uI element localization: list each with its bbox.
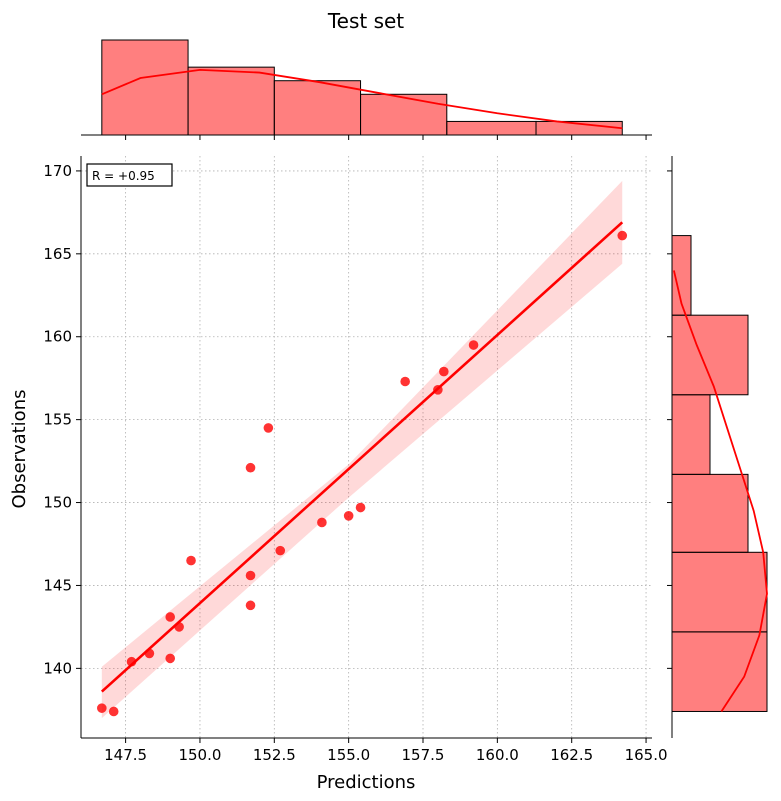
correlation-annotation-box bbox=[86, 163, 173, 187]
data-point bbox=[468, 340, 479, 350]
data-point bbox=[126, 656, 137, 667]
x-axis-label: Predictions bbox=[317, 772, 416, 793]
y-tick-label: 140 bbox=[43, 659, 72, 677]
data-point bbox=[275, 545, 286, 556]
data-point bbox=[617, 230, 628, 241]
y-tick-label: 145 bbox=[43, 576, 72, 594]
y-tick-label: 165 bbox=[43, 245, 72, 263]
y-tick-label: 155 bbox=[43, 411, 72, 429]
x-tick-label: 155.0 bbox=[327, 746, 370, 764]
data-point bbox=[263, 423, 274, 433]
data-point bbox=[97, 703, 107, 713]
top-kde-curve bbox=[101, 68, 623, 130]
y-tick-label: 170 bbox=[43, 162, 72, 180]
x-tick-label: 160.0 bbox=[476, 746, 519, 764]
y-tick-label: 150 bbox=[43, 494, 72, 512]
data-point bbox=[165, 612, 176, 622]
right-histogram-bar bbox=[671, 473, 749, 553]
data-point bbox=[245, 462, 256, 473]
top-histogram-bar bbox=[446, 120, 537, 136]
data-point bbox=[245, 600, 256, 611]
regression-line bbox=[100, 221, 624, 693]
data-point bbox=[165, 653, 176, 664]
data-point bbox=[317, 517, 327, 528]
data-point bbox=[174, 622, 184, 632]
right-histogram-bar bbox=[671, 314, 749, 396]
data-point bbox=[245, 570, 256, 581]
top-histogram-bar bbox=[101, 39, 189, 136]
chart-title: Test set bbox=[327, 9, 404, 33]
x-tick-label: 152.5 bbox=[253, 746, 296, 764]
right-marginal-histogram bbox=[667, 156, 768, 738]
data-point bbox=[186, 555, 196, 566]
top-histogram-bar bbox=[187, 66, 275, 136]
data-point bbox=[355, 502, 366, 513]
data-point bbox=[108, 706, 119, 717]
right-histogram-bar bbox=[671, 631, 768, 712]
right-histogram-bar bbox=[671, 551, 768, 633]
top-histogram-bar bbox=[360, 93, 448, 136]
correlation-annotation: R = +0.95 bbox=[92, 169, 155, 183]
main-scatter-axes: 147.5 150.0 152.5 155.0 157.5 160.0 162.5 165.0… bbox=[43, 156, 668, 764]
x-tick-label: 150.0 bbox=[178, 746, 221, 764]
data-point bbox=[433, 384, 443, 395]
confidence-band bbox=[101, 180, 623, 719]
x-tick-label: 165.0 bbox=[625, 746, 668, 764]
top-marginal-histogram bbox=[81, 39, 652, 140]
x-tick-label: 147.5 bbox=[104, 746, 147, 764]
data-point bbox=[343, 511, 354, 521]
x-tick-label: 162.5 bbox=[550, 746, 593, 764]
y-axis-label: Observations bbox=[9, 390, 30, 509]
y-tick-label: 160 bbox=[43, 328, 72, 346]
x-tick-label: 157.5 bbox=[402, 746, 445, 764]
data-point bbox=[439, 366, 449, 377]
right-kde-curve bbox=[673, 270, 768, 712]
top-histogram-bar bbox=[273, 80, 362, 136]
right-histogram-bar bbox=[671, 394, 711, 475]
data-point bbox=[400, 376, 410, 387]
data-point bbox=[144, 648, 155, 659]
